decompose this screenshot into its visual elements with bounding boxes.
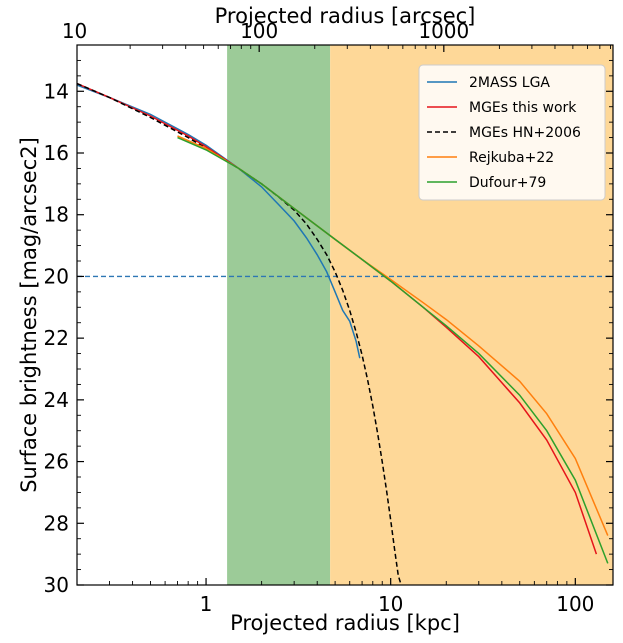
legend-label: 2MASS LGA bbox=[469, 75, 550, 91]
x-tick-label: 100 bbox=[556, 592, 594, 616]
legend-label: Rejkuba+22 bbox=[469, 150, 554, 166]
series-line bbox=[77, 84, 361, 359]
plot-frame bbox=[76, 44, 614, 586]
x-axis-title: Projected radius [kpc] bbox=[230, 611, 460, 635]
series-line bbox=[77, 82, 402, 585]
series-line bbox=[177, 136, 609, 564]
x2-tick-label: 10 bbox=[62, 19, 87, 43]
x2-tick-label: 1000 bbox=[418, 19, 469, 43]
y-tick-label: 22 bbox=[44, 326, 69, 350]
data-series bbox=[77, 82, 609, 585]
x-tick-label: 1 bbox=[200, 592, 213, 616]
axis-ticks: 1 10 100 10 100 1000 14 16 18 20 22 24 26 28 30 bbox=[44, 19, 613, 616]
y-tick-label: 28 bbox=[44, 511, 69, 535]
y-axis-title: Surface brightness [mag/arcsec2] bbox=[17, 137, 41, 493]
legend-box bbox=[418, 64, 606, 201]
y-tick-label: 20 bbox=[44, 264, 69, 288]
legend-label: MGEs this work bbox=[469, 100, 577, 116]
y-tick-label: 24 bbox=[44, 388, 69, 412]
x-tick-label: 10 bbox=[378, 592, 403, 616]
y-tick-label: 30 bbox=[44, 573, 69, 597]
y-tick-label: 14 bbox=[44, 79, 69, 103]
y-tick-label: 16 bbox=[44, 141, 69, 165]
y-tick-label: 26 bbox=[44, 450, 69, 474]
y-tick-label: 18 bbox=[44, 203, 69, 227]
legend-label: MGEs HN+2006 bbox=[469, 125, 581, 141]
legend-label: Dufour+79 bbox=[469, 175, 546, 191]
shaded-region bbox=[227, 45, 331, 585]
legend: 2MASS LGA MGEs this work MGEs HN+2006 Rejku… bbox=[418, 64, 606, 201]
x2-tick-label: 100 bbox=[240, 19, 278, 43]
x2-axis-title: Projected radius [arcsec] bbox=[215, 4, 476, 28]
